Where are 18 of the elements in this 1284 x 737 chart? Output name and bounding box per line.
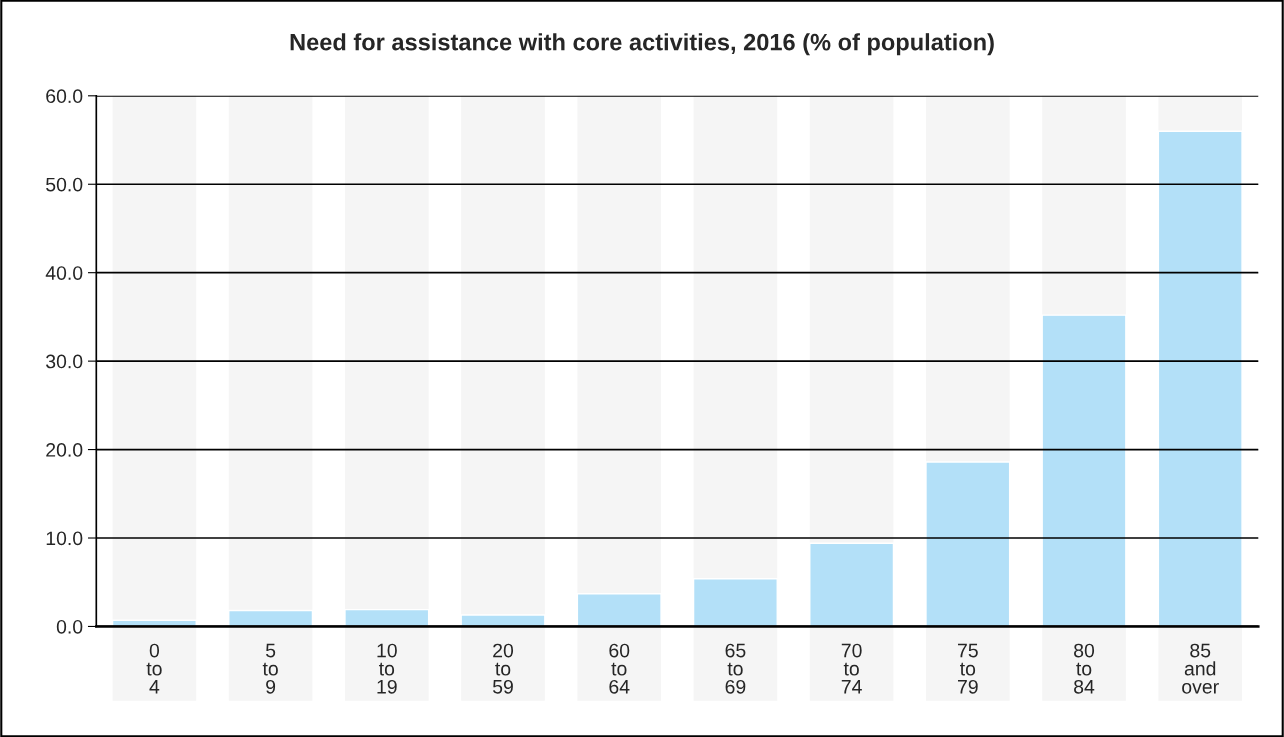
x-tick-label: 70 to 74 [841,643,862,694]
y-tick-label: 40.0 [45,266,83,280]
x-tick-label: 75 to 79 [958,643,978,694]
y-tick-label: 30.0 [46,354,83,369]
y-tick-label: 0.0 [56,619,83,634]
x-tick-label: 65 to 69 [725,643,746,694]
x-tick-label: 60 to 64 [609,643,630,694]
x-tick-label: 5 to 9 [262,643,278,694]
y-tick-label: 60.0 [46,89,83,104]
y-tick-label: 20.0 [46,443,83,457]
y-tick-label: 50.0 [46,177,83,192]
x-tick-label: 85 and over [1182,643,1219,694]
x-tick-label: 0 to 4 [146,643,162,694]
x-tick-label: 10 to 19 [377,643,397,694]
x-tick-label: 20 to 59 [492,643,514,694]
y-tick-label: 10.0 [46,531,83,546]
x-tick-label: 80 to 84 [1074,643,1095,694]
chart-title: Need for assistance with core activities, 2016 (% of population) [290,33,994,56]
